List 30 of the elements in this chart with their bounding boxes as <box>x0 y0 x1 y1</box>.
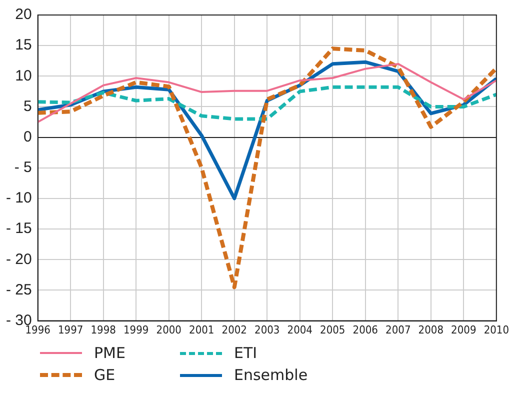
x-tick-label: 1999 <box>124 323 149 336</box>
legend-label: GE <box>94 366 116 384</box>
x-tick-label: 1998 <box>90 323 116 336</box>
x-tick-label: 2005 <box>320 323 346 336</box>
y-tick-label: 10 <box>15 67 32 84</box>
x-tick-label: 2000 <box>156 323 182 336</box>
y-tick-label: 20 <box>15 6 32 24</box>
y-tick-label: 15 <box>15 36 32 54</box>
legend-label: PME <box>94 344 126 362</box>
y-tick-label: 0 <box>24 128 32 146</box>
y-tick-label: - 25 <box>6 281 32 298</box>
y-tick-label: - 5 <box>14 159 32 176</box>
y-tick-label: - 10 <box>6 190 32 207</box>
x-tick-label: 2009 <box>451 323 476 336</box>
x-tick-label: 2006 <box>352 323 378 336</box>
legend-label: Ensemble <box>234 366 308 384</box>
y-tick-label: 5 <box>24 98 32 115</box>
y-tick-label: - 15 <box>6 220 32 238</box>
x-tick-label: 2002 <box>222 323 247 336</box>
x-tick-label: 2003 <box>254 323 280 336</box>
legend-label: ETI <box>234 344 258 362</box>
line-series <box>38 46 496 290</box>
x-tick-label: 2004 <box>287 323 312 336</box>
x-tick-label: 2007 <box>386 323 411 336</box>
x-tick-label: 2001 <box>189 323 214 336</box>
y-tick-label: - 20 <box>6 250 32 268</box>
x-tick-label: 2008 <box>418 323 444 336</box>
line-series <box>38 85 496 121</box>
x-tick-label: 1997 <box>58 323 84 336</box>
x-tick-label: 2010 <box>484 323 510 336</box>
